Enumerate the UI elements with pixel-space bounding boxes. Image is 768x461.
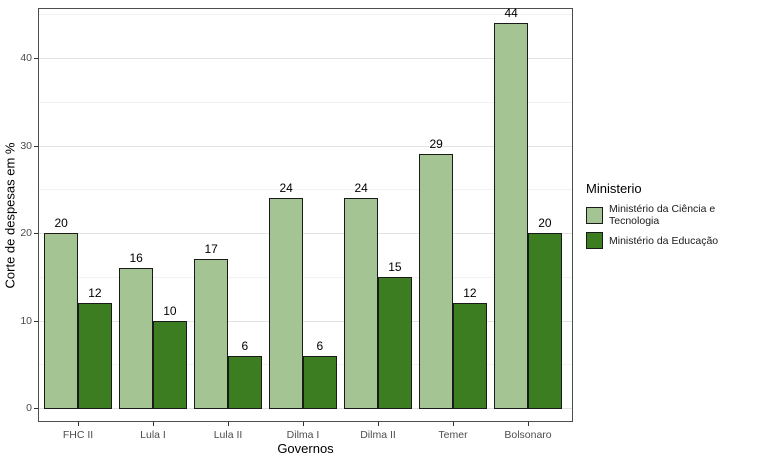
legend-swatch-educacao-icon [586,232,603,249]
y-axis-tick-label: 10 [20,314,32,327]
bar-ministerio-da-ciencia-e-tecnologia-temer [419,154,453,409]
bar-value-label: 20 [54,216,68,230]
gridline-minor [39,14,572,16]
y-axis-tick-label: 40 [20,52,32,64]
y-axis-tick [34,145,38,147]
x-axis-tick [303,422,304,426]
legend-title: Ministerio [586,181,642,196]
bar-ministerio-da-ciencia-e-tecnologia-dilma-ii [344,198,378,409]
gridline-minor [39,189,572,191]
bar-ministerio-da-ciencia-e-tecnologia-dilma-i [269,198,303,409]
bar-value-label: 6 [316,338,324,353]
x-axis-tick-label: Dilma II [360,429,396,441]
x-axis-tick [153,422,154,426]
legend-label-educacao: Ministério da Educação [609,234,719,247]
bar-ministerio-da-educacao-dilma-i [303,355,337,409]
bar-value-label: 6 [241,338,249,353]
y-axis-tick [34,408,38,409]
x-axis-tick [78,422,79,426]
bar-value-label: 44 [504,6,518,20]
legend: Ministerio Ministério da Ciência e Tecno… [586,181,766,254]
bar-ministerio-da-educacao-lula-ii [228,355,262,409]
gridline-major [39,233,572,234]
bar-value-label: 10 [163,303,177,318]
bar-ministerio-da-ciencia-e-tecnologia-bolsonaro [494,23,528,409]
legend-item-ciencia-e-tecnologia: Ministério da Ciência e Tecnologia [586,203,766,227]
bar-value-label: 17 [204,242,218,257]
x-axis-title: Governos [277,441,334,456]
bar-ministerio-da-educacao-temer [453,303,487,409]
gridline-minor [39,276,572,278]
y-axis-tick-label: 30 [20,139,32,152]
x-axis-tick-label: Temer [438,429,468,441]
gridline-major [39,145,572,147]
legend-item-educacao: Ministério da Educação [586,232,766,249]
bar-ministerio-da-ciencia-e-tecnologia-lula-ii [194,259,228,409]
legend-swatch-ciencia-e-tecnologia-icon [586,206,603,224]
bar-value-label: 20 [538,216,552,230]
y-axis-tick [34,58,38,59]
bar-ministerio-da-educacao-dilma-ii [378,276,412,409]
bar-ministerio-da-educacao-fhc-ii [78,303,112,409]
bar-value-label: 29 [429,137,443,152]
x-axis-tick-label: Lula II [213,429,243,441]
bar-ministerio-da-educacao-lula-i [153,320,187,409]
y-axis-tick [34,320,38,322]
x-axis-tick [378,422,379,426]
bar-value-label: 12 [463,286,477,300]
y-axis-tick-label: 20 [20,227,32,239]
y-axis-tick-label: 0 [26,402,32,414]
x-axis-tick-label: Bolsonaro [504,429,552,441]
bar-ministerio-da-educacao-bolsonaro [528,233,562,409]
gridline-major [39,320,572,322]
bar-value-label: 15 [388,259,402,274]
x-axis-tick-label: Dilma I [286,429,320,441]
gridline-minor [39,101,572,103]
x-axis-tick [453,422,454,426]
bar-value-label: 16 [129,251,143,265]
bar-ministerio-da-ciencia-e-tecnologia-fhc-ii [44,233,78,409]
legend-label-ciencia-e-tecnologia: Ministério da Ciência e Tecnologia [609,203,716,227]
bar-value-label: 24 [354,181,368,195]
bar-value-label: 12 [88,286,102,300]
gridline-major [39,58,572,59]
bar-ministerio-da-ciencia-e-tecnologia-lula-i [119,268,153,409]
x-axis-tick-label: FHC II [62,429,94,441]
x-axis-tick-label: Lula I [140,429,166,441]
x-axis-tick [528,422,529,426]
x-axis-tick [228,422,229,426]
bar-value-label: 24 [279,181,293,195]
y-axis-tick [34,233,38,234]
